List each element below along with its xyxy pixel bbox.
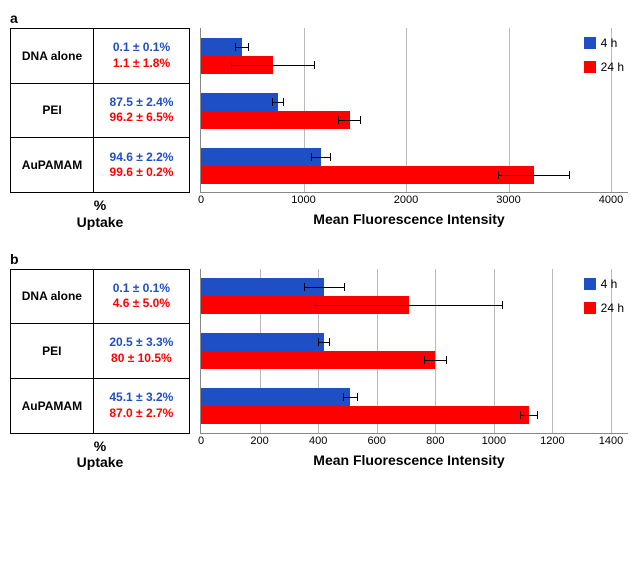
row-name: DNA alone <box>11 269 94 324</box>
tick-label: 2000 <box>394 194 418 206</box>
uptake-4h: 0.1 ± 0.1% <box>100 40 183 56</box>
tick-label: 1000 <box>291 194 315 206</box>
chart-area: 02004006008001000120014004 h24 h <box>200 269 628 434</box>
chart-wrap: 02004006008001000120014004 h24 h <box>190 269 628 434</box>
uptake-24h: 96.2 ± 6.5% <box>100 110 183 126</box>
uptake-values: 0.1 ± 0.1%1.1 ± 1.8% <box>94 29 190 84</box>
legend-swatch <box>584 278 596 290</box>
legend-swatch <box>584 61 596 73</box>
bar-row <box>201 138 628 193</box>
bar-4h <box>201 333 324 351</box>
bar-row <box>201 83 628 138</box>
bar-row <box>201 269 628 324</box>
chart-wrap: 010002000300040004 h24 h <box>190 28 628 193</box>
errorbar-24h <box>520 415 538 416</box>
row-name: PEI <box>11 324 94 379</box>
uptake-table: DNA alone0.1 ± 0.1%4.6 ± 5.0%PEI20.5 ± 3… <box>10 269 190 434</box>
tick-label: 0 <box>198 194 204 206</box>
errorbar-4h <box>343 397 358 398</box>
uptake-24h: 80 ± 10.5% <box>100 351 183 367</box>
legend-item: 24 h <box>584 60 624 74</box>
bar-row <box>201 28 628 83</box>
panel-label: b <box>10 251 628 267</box>
errorbar-24h <box>338 120 361 121</box>
caption-row: %UptakeMean Fluorescence Intensity <box>10 197 628 231</box>
table-row: PEI87.5 ± 2.4%96.2 ± 6.5% <box>11 83 190 138</box>
legend-swatch <box>584 37 596 49</box>
bar-24h <box>201 111 350 129</box>
uptake-values: 87.5 ± 2.4%96.2 ± 6.5% <box>94 83 190 138</box>
tick-label: 1200 <box>540 435 564 447</box>
table-row: DNA alone0.1 ± 0.1%1.1 ± 1.8% <box>11 29 190 84</box>
table-row: DNA alone0.1 ± 0.1%4.6 ± 5.0% <box>11 269 190 324</box>
uptake-4h: 20.5 ± 3.3% <box>100 335 183 351</box>
panel-label: a <box>10 10 628 26</box>
bar-4h <box>201 93 278 111</box>
tick-label: 3000 <box>496 194 520 206</box>
tick-label: 1400 <box>599 435 623 447</box>
chart-area: 010002000300040004 h24 h <box>200 28 628 193</box>
tick-label: 800 <box>426 435 444 447</box>
legend-item: 4 h <box>584 36 624 50</box>
uptake-values: 94.6 ± 2.2%99.6 ± 0.2% <box>94 138 190 193</box>
uptake-4h: 94.6 ± 2.2% <box>100 150 183 166</box>
row-name: PEI <box>11 83 94 138</box>
errorbar-4h <box>304 287 345 288</box>
uptake-table: DNA alone0.1 ± 0.1%1.1 ± 1.8%PEI87.5 ± 2… <box>10 28 190 193</box>
uptake-24h: 4.6 ± 5.0% <box>100 296 183 312</box>
bar-24h <box>201 351 435 369</box>
legend-label: 4 h <box>601 36 618 50</box>
errorbar-24h <box>498 175 570 176</box>
table-row: AuPAMAM94.6 ± 2.2%99.6 ± 0.2% <box>11 138 190 193</box>
errorbar-4h <box>318 342 330 343</box>
errorbar-4h <box>311 157 330 158</box>
bar-row <box>201 324 628 379</box>
figure-row: DNA alone0.1 ± 0.1%4.6 ± 5.0%PEI20.5 ± 3… <box>10 269 628 434</box>
legend-item: 24 h <box>584 301 624 315</box>
panel-a: aDNA alone0.1 ± 0.1%1.1 ± 1.8%PEI87.5 ± … <box>10 10 628 231</box>
row-name: AuPAMAM <box>11 138 94 193</box>
bar-4h <box>201 148 321 166</box>
panel-b: bDNA alone0.1 ± 0.1%4.6 ± 5.0%PEI20.5 ± … <box>10 251 628 472</box>
legend: 4 h 24 h <box>584 277 624 325</box>
uptake-4h: 0.1 ± 0.1% <box>100 281 183 297</box>
uptake-24h: 87.0 ± 2.7% <box>100 406 183 422</box>
uptake-24h: 99.6 ± 0.2% <box>100 165 183 181</box>
errorbar-4h <box>235 47 249 48</box>
bar-row <box>201 379 628 434</box>
tick-label: 4000 <box>599 194 623 206</box>
uptake-values: 45.1 ± 3.2%87.0 ± 2.7% <box>93 378 189 433</box>
legend: 4 h 24 h <box>584 36 624 84</box>
tick-label: 1000 <box>482 435 506 447</box>
errorbar-4h <box>272 102 284 103</box>
bar-24h <box>201 166 534 184</box>
uptake-4h: 45.1 ± 3.2% <box>100 390 183 406</box>
figure-row: DNA alone0.1 ± 0.1%1.1 ± 1.8%PEI87.5 ± 2… <box>10 28 628 193</box>
bar-24h <box>201 406 529 424</box>
errorbar-24h <box>231 65 315 66</box>
caption-uptake: %Uptake <box>10 197 190 231</box>
tick-label: 400 <box>309 435 327 447</box>
legend-label: 24 h <box>601 60 624 74</box>
legend-label: 4 h <box>601 277 618 291</box>
table-row: AuPAMAM45.1 ± 3.2%87.0 ± 2.7% <box>11 378 190 433</box>
legend-label: 24 h <box>601 301 624 315</box>
legend-swatch <box>584 302 596 314</box>
uptake-4h: 87.5 ± 2.4% <box>100 95 183 111</box>
uptake-values: 20.5 ± 3.3%80 ± 10.5% <box>93 324 189 379</box>
uptake-24h: 1.1 ± 1.8% <box>100 56 183 72</box>
tick-label: 600 <box>368 435 386 447</box>
tick-label: 200 <box>250 435 268 447</box>
caption-uptake: %Uptake <box>10 438 190 472</box>
errorbar-24h <box>424 360 447 361</box>
row-name: AuPAMAM <box>11 378 94 433</box>
bar-4h <box>201 388 350 406</box>
tick-label: 0 <box>198 435 204 447</box>
table-row: PEI20.5 ± 3.3%80 ± 10.5% <box>11 324 190 379</box>
errorbar-24h <box>315 305 502 306</box>
row-name: DNA alone <box>11 29 94 84</box>
uptake-values: 0.1 ± 0.1%4.6 ± 5.0% <box>93 269 189 324</box>
legend-item: 4 h <box>584 277 624 291</box>
